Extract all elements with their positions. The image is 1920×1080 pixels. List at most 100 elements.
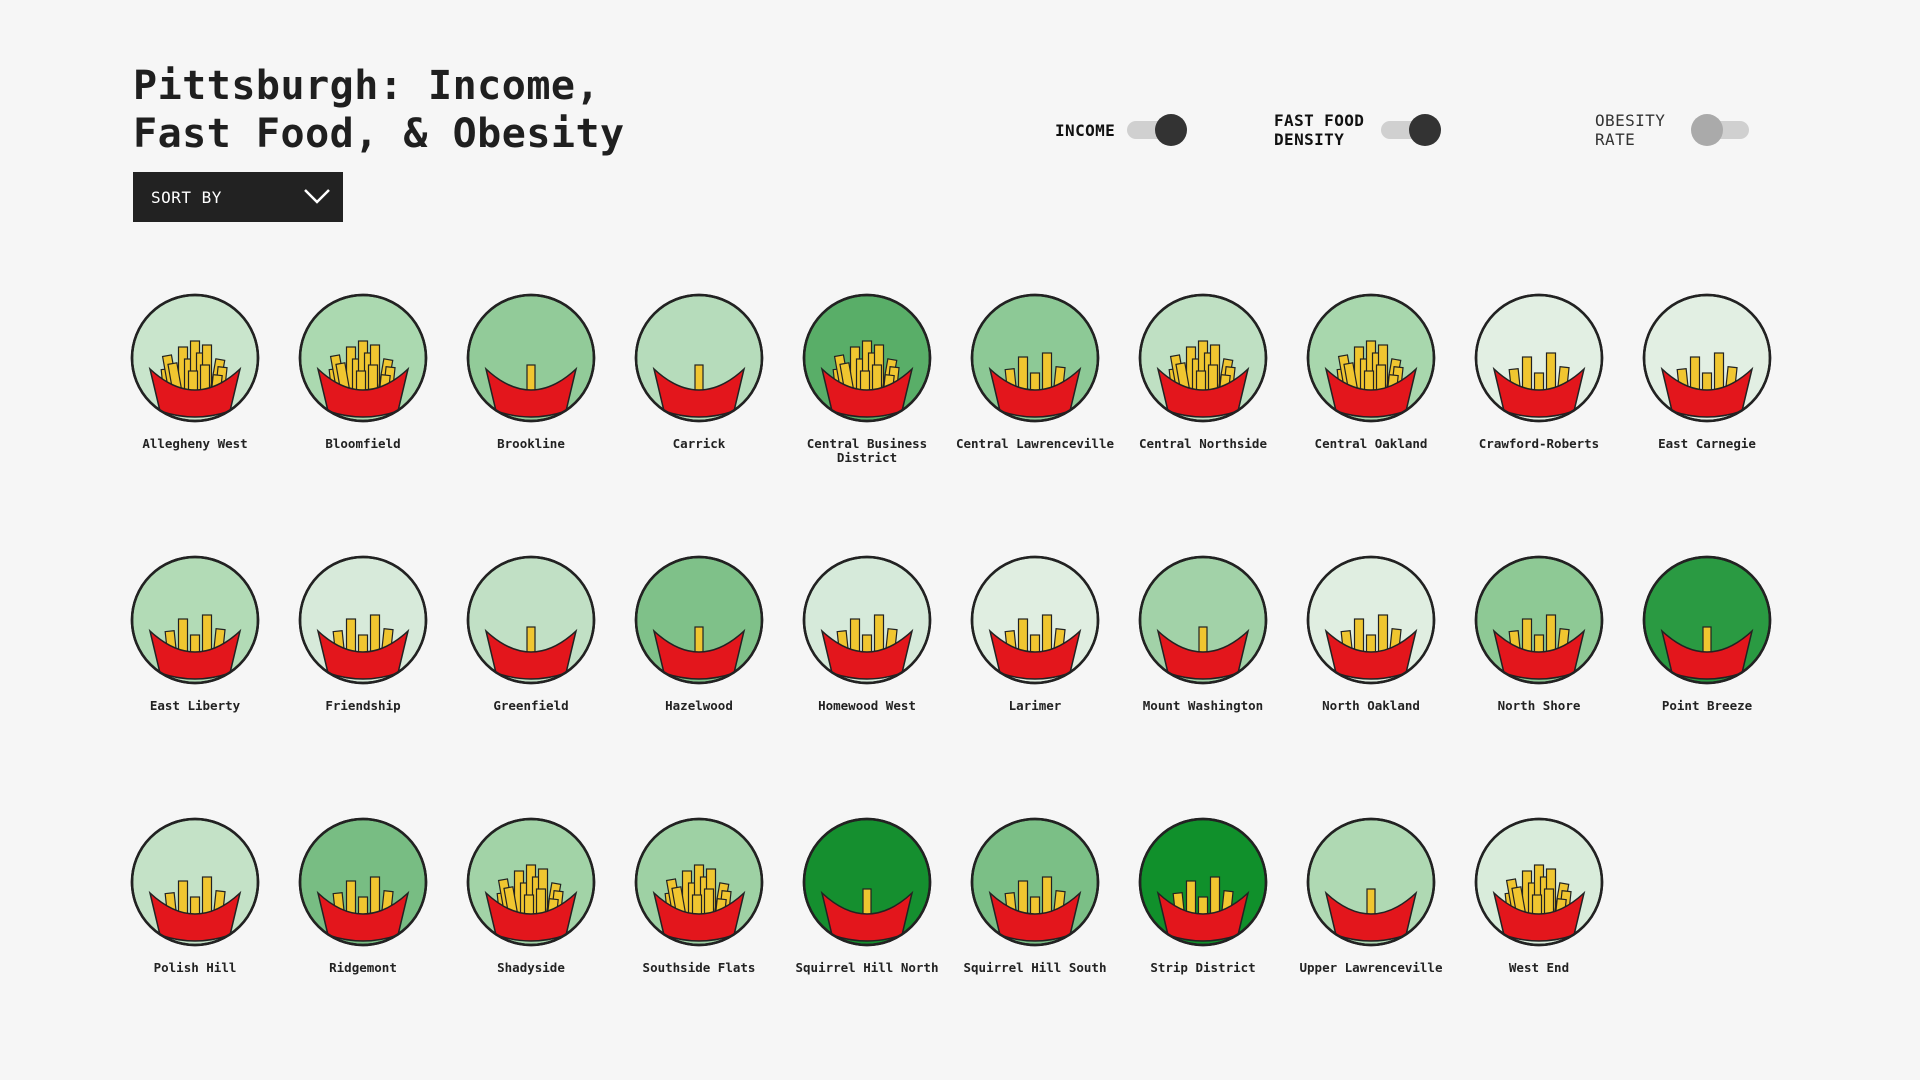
income-toggle-label: INCOME — [1055, 120, 1116, 140]
fast-food-density-switch[interactable] — [1381, 112, 1442, 148]
neighborhood-name: West End — [1508, 960, 1570, 975]
fries-badge-icon — [130, 293, 260, 423]
carton — [484, 628, 578, 680]
neighborhood-name: Homewood West — [818, 698, 916, 713]
carton — [148, 628, 242, 680]
neighborhood-name: Central Business District — [806, 436, 928, 465]
neighborhood-card[interactable]: Allegheny West — [130, 293, 260, 451]
carton — [148, 366, 242, 418]
neighborhood-card[interactable]: Central Oakland — [1306, 293, 1436, 451]
fries-badge-icon — [1474, 817, 1604, 947]
fries-badge-icon — [298, 817, 428, 947]
fast-food-density-toggle[interactable]: FAST FOOD DENSITY — [1274, 111, 1442, 149]
fries-badge-icon — [1138, 555, 1268, 685]
carton — [652, 628, 746, 680]
neighborhood-card[interactable]: Ridgemont — [298, 817, 428, 975]
carton — [316, 628, 410, 680]
fries-badge-icon — [1474, 293, 1604, 423]
carton — [1156, 628, 1250, 680]
carton — [1492, 628, 1586, 680]
neighborhood-card[interactable]: Brookline — [466, 293, 596, 451]
neighborhood-name: Shadyside — [497, 960, 565, 975]
carton — [148, 890, 242, 942]
carton — [1156, 366, 1250, 418]
neighborhood-card[interactable]: Homewood West — [802, 555, 932, 713]
neighborhood-card[interactable]: Point Breeze — [1642, 555, 1772, 713]
carton — [820, 628, 914, 680]
fries-badge-icon — [634, 817, 764, 947]
neighborhood-name: Ridgemont — [329, 960, 397, 975]
fries-badge-icon — [634, 555, 764, 685]
neighborhood-name: Central Oakland — [1314, 436, 1428, 451]
neighborhood-card[interactable]: West End — [1474, 817, 1604, 975]
neighborhood-card[interactable]: Carrick — [634, 293, 764, 451]
fries-badge-icon — [298, 555, 428, 685]
neighborhood-card[interactable]: North Shore — [1474, 555, 1604, 713]
carton — [988, 890, 1082, 942]
neighborhood-card[interactable]: Central Northside — [1138, 293, 1268, 451]
neighborhood-card[interactable]: East Carnegie — [1642, 293, 1772, 451]
income-toggle[interactable]: INCOME — [1055, 112, 1188, 148]
carton — [1492, 366, 1586, 418]
neighborhood-name: Southside Flats — [642, 960, 756, 975]
carton — [484, 366, 578, 418]
switch-knob — [1691, 114, 1724, 146]
neighborhood-card[interactable]: Central Lawrenceville — [956, 293, 1114, 451]
neighborhood-card[interactable]: Friendship — [298, 555, 428, 713]
neighborhood-card[interactable]: Greenfield — [466, 555, 596, 713]
fries-badge-icon — [1138, 293, 1268, 423]
obesity-rate-toggle[interactable]: OBESITY RATE — [1595, 111, 1750, 149]
neighborhood-name: Hazelwood — [665, 698, 733, 713]
fries-badge-icon — [802, 817, 932, 947]
sort-by-label: SORT BY — [151, 187, 222, 207]
neighborhood-card[interactable]: Shadyside — [466, 817, 596, 975]
neighborhood-card[interactable]: Bloomfield — [298, 293, 428, 451]
neighborhood-name: Polish Hill — [153, 960, 237, 975]
fries-badge-icon — [1306, 555, 1436, 685]
income-switch[interactable] — [1127, 112, 1188, 148]
neighborhood-name: Central Northside — [1139, 436, 1267, 451]
neighborhood-card[interactable]: Larimer — [970, 555, 1100, 713]
neighborhood-card[interactable]: Strip District — [1138, 817, 1268, 975]
carton — [316, 366, 410, 418]
switch-knob — [1409, 114, 1442, 146]
neighborhood-name: Upper Lawrenceville — [1299, 960, 1443, 975]
neighborhood-card[interactable]: Mount Washington — [1138, 555, 1268, 713]
fries-badge-icon — [1642, 555, 1772, 685]
neighborhood-card[interactable]: Squirrel Hill South — [964, 817, 1107, 975]
carton — [988, 628, 1082, 680]
neighborhood-card[interactable]: Central Business District — [802, 293, 932, 465]
carton — [1324, 366, 1418, 418]
neighborhood-name: Mount Washington — [1142, 698, 1264, 713]
neighborhood-card[interactable]: Crawford-Roberts — [1474, 293, 1604, 451]
neighborhood-name: Brookline — [497, 436, 565, 451]
fries-badge-icon — [298, 293, 428, 423]
neighborhood-card[interactable]: Southside Flats — [634, 817, 764, 975]
neighborhood-card[interactable]: North Oakland — [1306, 555, 1436, 713]
neighborhood-card[interactable]: Polish Hill — [130, 817, 260, 975]
chevron-down-icon — [304, 189, 330, 204]
fries-badge-icon — [466, 555, 596, 685]
carton — [652, 890, 746, 942]
fries-badge-icon — [130, 817, 260, 947]
neighborhood-name: Friendship — [325, 698, 401, 713]
fries-badge-icon — [634, 293, 764, 423]
neighborhood-name: Crawford-Roberts — [1478, 436, 1600, 451]
neighborhood-card[interactable]: East Liberty — [130, 555, 260, 713]
carton — [316, 890, 410, 942]
fries-badge-icon — [130, 555, 260, 685]
neighborhood-card[interactable]: Upper Lawrenceville — [1300, 817, 1443, 975]
neighborhood-name: North Shore — [1497, 698, 1581, 713]
neighborhood-name: Point Breeze — [1661, 698, 1753, 713]
neighborhood-card[interactable]: Squirrel Hill North — [796, 817, 939, 975]
neighborhood-name: Carrick — [672, 436, 726, 451]
fries-badge-icon — [466, 293, 596, 423]
neighborhood-card[interactable]: Hazelwood — [634, 555, 764, 713]
obesity-rate-toggle-label: OBESITY RATE — [1595, 111, 1666, 149]
switch-knob — [1155, 114, 1188, 146]
obesity-rate-switch[interactable] — [1691, 112, 1750, 148]
fries-badge-icon — [1306, 817, 1436, 947]
neighborhood-name: Bloomfield — [325, 436, 401, 451]
sort-by-dropdown[interactable]: SORT BY — [133, 172, 343, 222]
neighborhood-name: Larimer — [1008, 698, 1062, 713]
